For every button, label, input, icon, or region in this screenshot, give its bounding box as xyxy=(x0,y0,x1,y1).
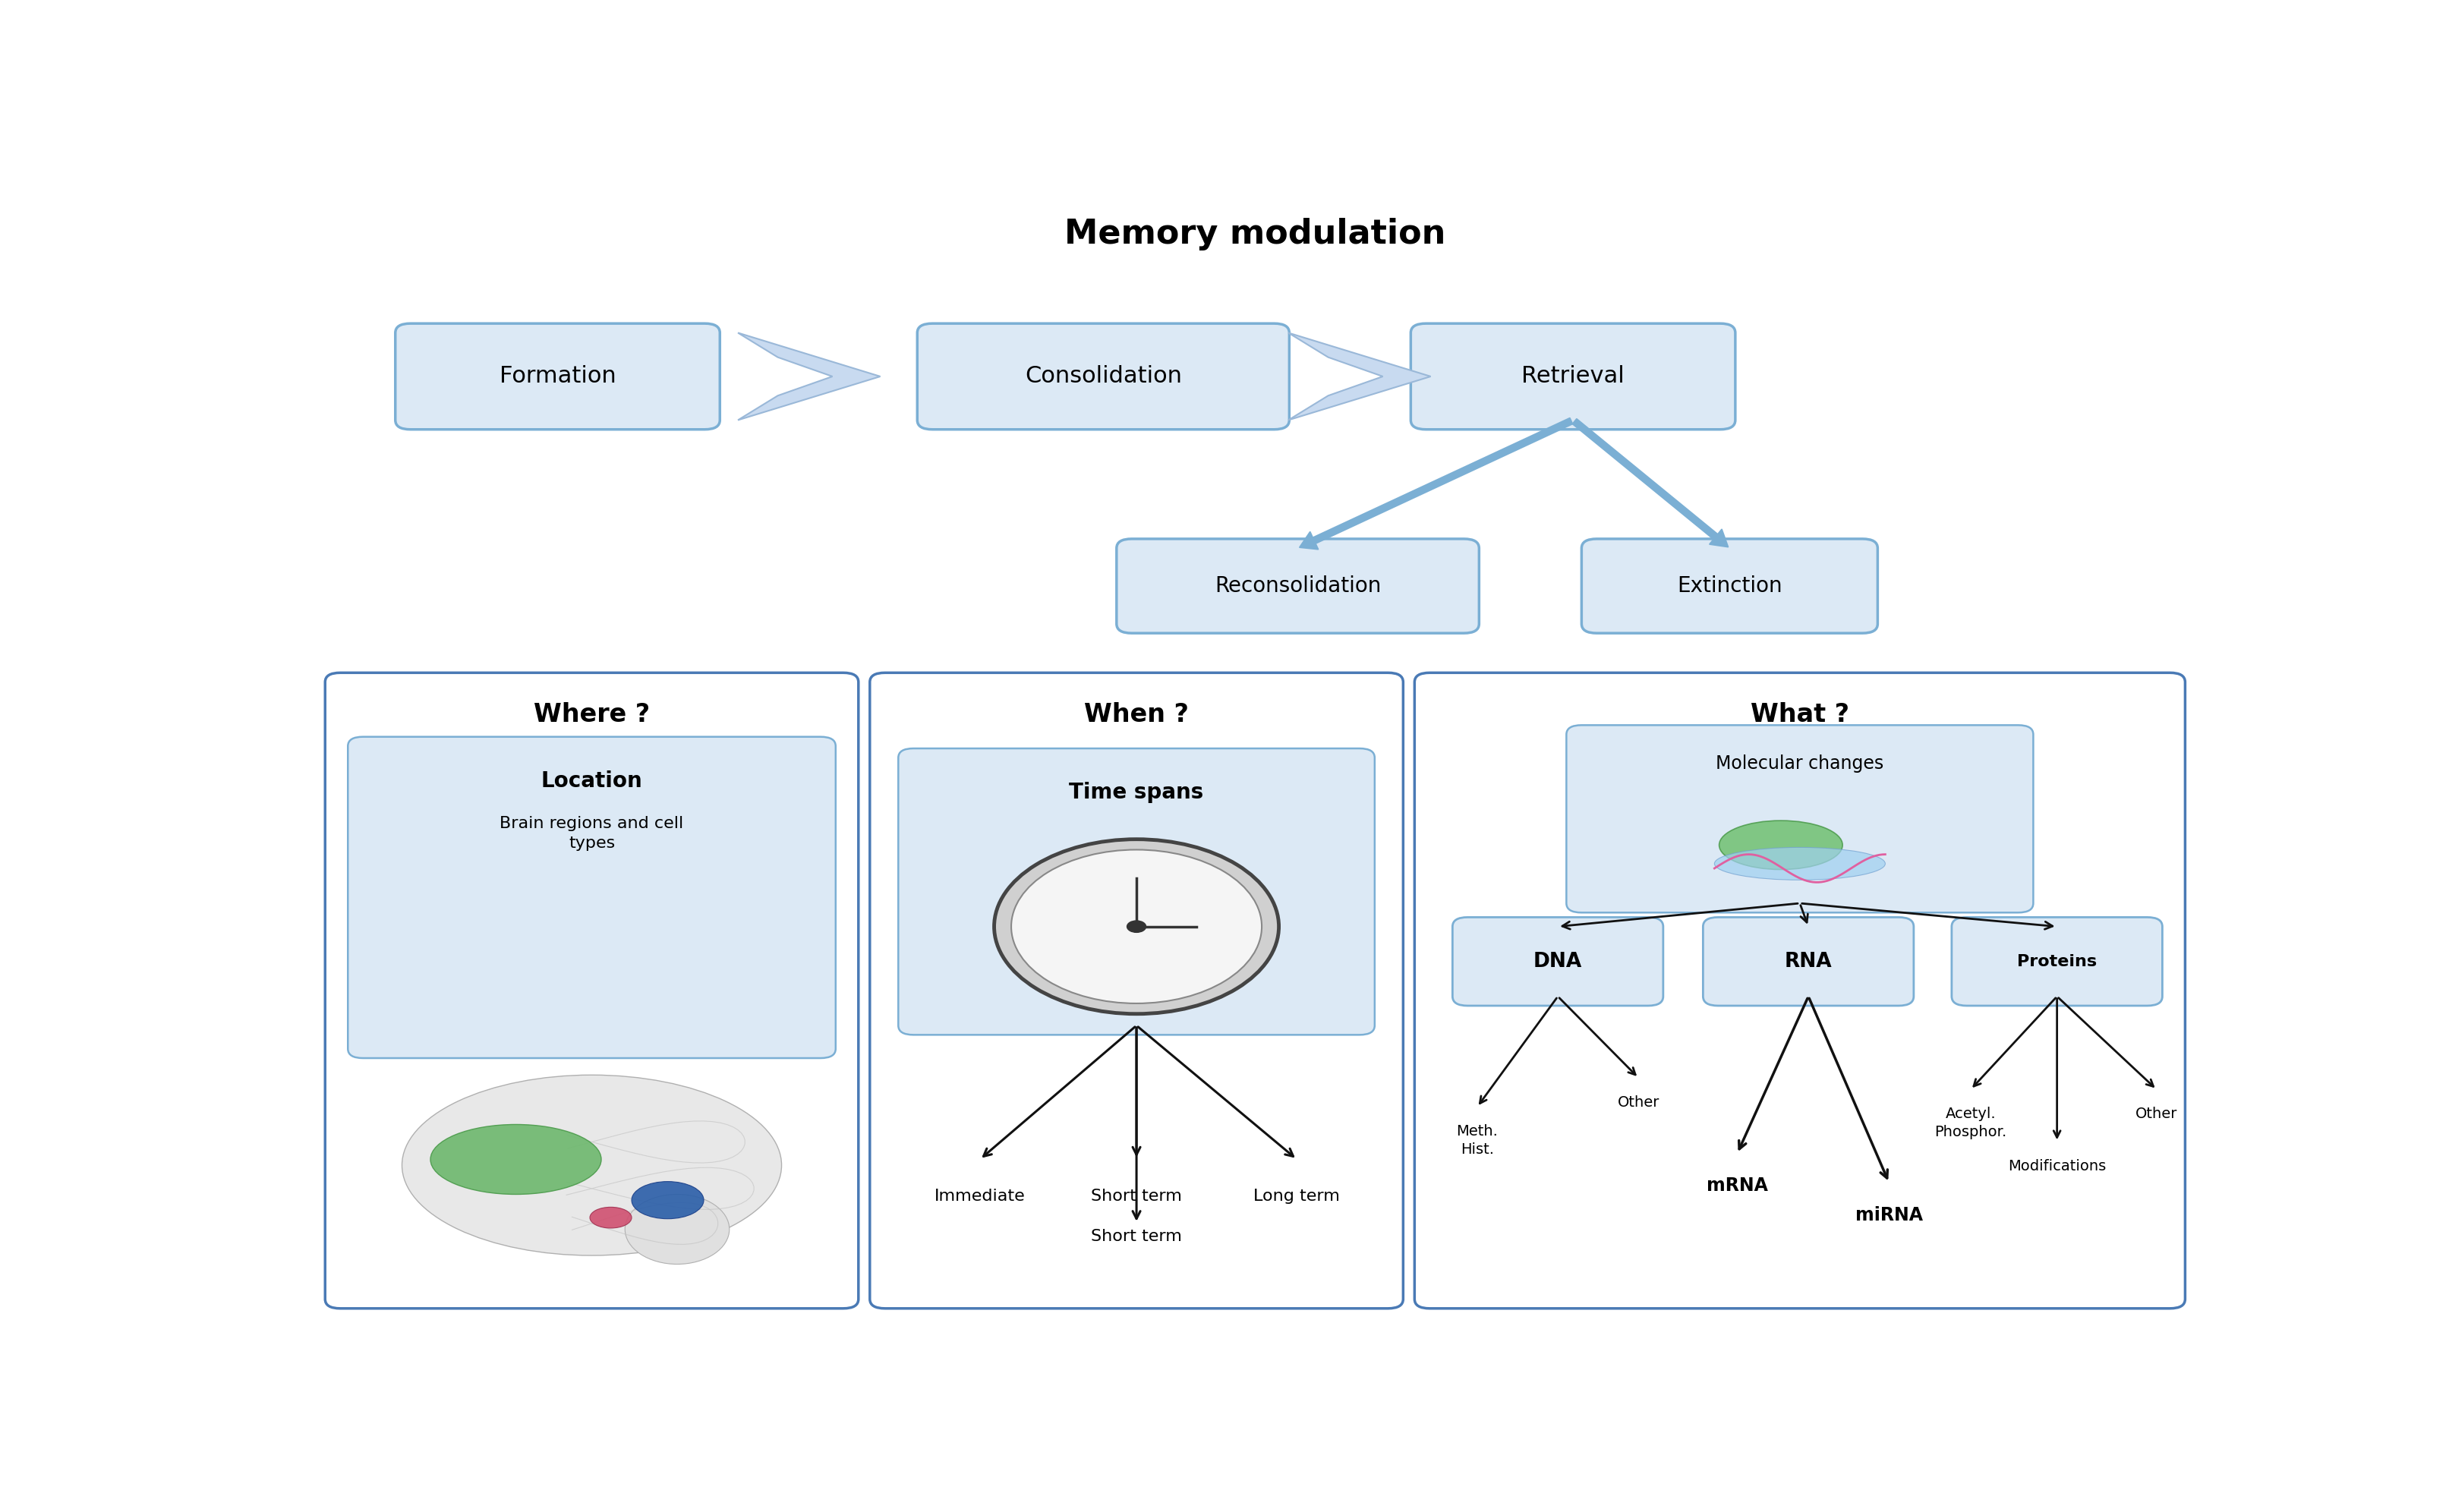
Ellipse shape xyxy=(1719,821,1842,869)
Text: Meth.
Hist.: Meth. Hist. xyxy=(1457,1125,1499,1157)
Ellipse shape xyxy=(632,1181,703,1219)
Text: Where ?: Where ? xyxy=(534,702,649,727)
FancyBboxPatch shape xyxy=(1952,918,2162,1005)
Text: Retrieval: Retrieval xyxy=(1521,366,1624,387)
Text: What ?: What ? xyxy=(1751,702,1849,727)
Ellipse shape xyxy=(624,1194,730,1264)
Text: Memory modulation: Memory modulation xyxy=(1065,218,1445,249)
FancyBboxPatch shape xyxy=(1416,673,2185,1308)
Text: RNA: RNA xyxy=(1785,951,1832,971)
FancyBboxPatch shape xyxy=(394,324,720,429)
Text: Modifications: Modifications xyxy=(2008,1160,2106,1173)
Text: Other: Other xyxy=(1616,1095,1660,1110)
FancyBboxPatch shape xyxy=(1702,918,1913,1005)
FancyBboxPatch shape xyxy=(348,736,835,1058)
Ellipse shape xyxy=(1714,847,1886,880)
Polygon shape xyxy=(737,333,879,420)
FancyBboxPatch shape xyxy=(1567,726,2033,913)
Text: Molecular changes: Molecular changes xyxy=(1717,754,1883,773)
Text: Formation: Formation xyxy=(500,366,617,387)
FancyArrowPatch shape xyxy=(1572,419,1729,547)
Text: Location: Location xyxy=(541,771,642,792)
FancyBboxPatch shape xyxy=(918,324,1288,429)
Ellipse shape xyxy=(402,1075,781,1255)
Text: Long term: Long term xyxy=(1254,1188,1340,1204)
Text: miRNA: miRNA xyxy=(1856,1207,1922,1225)
Text: mRNA: mRNA xyxy=(1707,1176,1768,1194)
Ellipse shape xyxy=(431,1125,602,1194)
FancyBboxPatch shape xyxy=(899,748,1374,1034)
Text: DNA: DNA xyxy=(1533,951,1582,971)
FancyBboxPatch shape xyxy=(1411,324,1736,429)
FancyBboxPatch shape xyxy=(1117,538,1479,634)
Polygon shape xyxy=(1288,333,1430,420)
FancyBboxPatch shape xyxy=(326,673,860,1308)
Circle shape xyxy=(994,839,1278,1015)
Text: Proteins: Proteins xyxy=(2018,954,2096,969)
Text: Other: Other xyxy=(2136,1107,2177,1122)
FancyBboxPatch shape xyxy=(869,673,1403,1308)
Text: Extinction: Extinction xyxy=(1678,576,1783,597)
FancyArrowPatch shape xyxy=(1300,419,1572,549)
Text: Reconsolidation: Reconsolidation xyxy=(1215,576,1381,597)
Text: Consolidation: Consolidation xyxy=(1024,366,1183,387)
Circle shape xyxy=(1011,850,1261,1004)
Text: Immediate: Immediate xyxy=(936,1188,1026,1204)
FancyBboxPatch shape xyxy=(1582,538,1878,634)
Text: Acetyl.
Phosphor.: Acetyl. Phosphor. xyxy=(1935,1107,2006,1139)
Text: Short term: Short term xyxy=(1090,1188,1183,1204)
Text: When ?: When ? xyxy=(1085,702,1188,727)
Text: Brain regions and cell
types: Brain regions and cell types xyxy=(500,816,683,851)
Text: Short term: Short term xyxy=(1090,1229,1183,1244)
Ellipse shape xyxy=(590,1207,632,1228)
FancyBboxPatch shape xyxy=(1452,918,1663,1005)
Circle shape xyxy=(1127,921,1146,933)
Text: Time spans: Time spans xyxy=(1070,782,1205,803)
